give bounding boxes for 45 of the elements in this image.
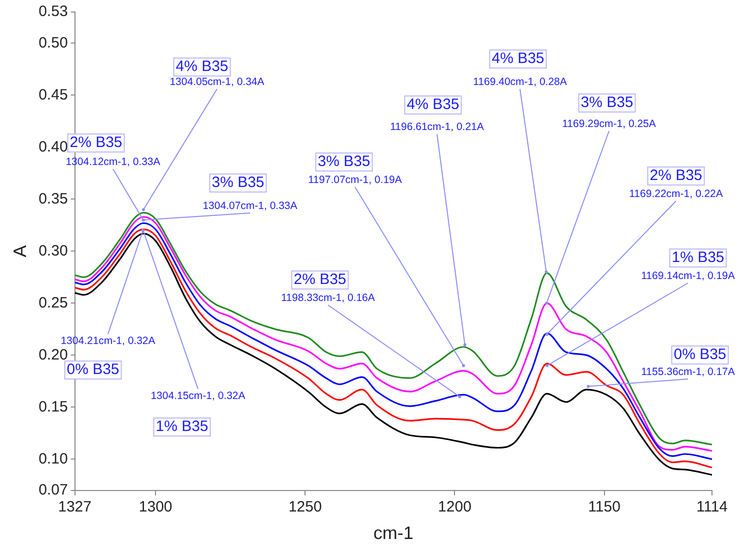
y-tick-label: 0.45 <box>38 86 68 104</box>
y-tick-label: 0.15 <box>38 398 68 416</box>
x-tick-label: 1327 <box>58 498 92 516</box>
y-tick-label: 0.20 <box>38 346 68 364</box>
x-tick-label: 1150 <box>588 498 620 516</box>
annotation: 3% B35 <box>318 153 370 170</box>
y-tick-label: 0.53 <box>38 3 68 20</box>
annotation: 1304.07cm-1, 0.33A <box>202 200 298 212</box>
annotation: 2% B35 <box>70 134 122 152</box>
annotation: 0% B35 <box>674 346 726 364</box>
annotation: 4% B35 <box>176 58 228 76</box>
annotation: 1155.36cm-1, 0.17A <box>641 366 735 378</box>
annotation: 1304.15cm-1, 0.32A <box>150 390 246 402</box>
annotation: 1304.21cm-1, 0.32A <box>60 334 156 347</box>
annotation: 1304.12cm-1, 0.33A <box>66 156 160 168</box>
annotation: 3% B35 <box>580 94 634 112</box>
annotation: 4% B35 <box>492 50 544 68</box>
y-tick-label: 0.30 <box>38 242 68 260</box>
x-tick-label: 1200 <box>438 498 472 516</box>
y-tick-label: 0.35 <box>38 190 68 208</box>
x-tick-label: 1300 <box>138 498 172 516</box>
annotation: 2% B35 <box>650 167 702 184</box>
annotation: 1169.22cm-1, 0.22A <box>629 188 723 200</box>
annotation: 3% B35 <box>212 174 264 192</box>
y-tick-label: 0.40 <box>38 138 68 156</box>
annotation: 1% B35 <box>672 249 724 266</box>
x-tick-label: 1250 <box>288 498 322 516</box>
annotation: 1196.61cm-1, 0.21A <box>390 120 484 133</box>
y-axis-title: A <box>10 245 30 258</box>
annotation: 1169.40cm-1, 0.28A <box>473 76 567 88</box>
annotation: 1304.05cm-1, 0.34A <box>170 76 264 88</box>
annotation: 2% B35 <box>294 271 346 288</box>
y-tick-label: 0.25 <box>38 294 68 312</box>
annotation: 1169.14cm-1, 0.19A <box>641 270 735 282</box>
y-tick-label: 0.10 <box>38 450 68 468</box>
annotation: 1197.07cm-1, 0.19A <box>308 174 402 186</box>
annotation: 1169.29cm-1, 0.25A <box>562 118 656 130</box>
annotation: 1% B35 <box>156 418 208 436</box>
y-tick-label: 0.50 <box>38 34 68 52</box>
annotation: 1198.33cm-1, 0.16A <box>281 292 375 304</box>
annotation: 0% B35 <box>66 361 120 378</box>
x-tick-label: 1114 <box>696 498 728 516</box>
annotation: 4% B35 <box>406 96 460 114</box>
x-axis-title: cm-1 <box>373 523 414 544</box>
y-tick-label: 0.07 <box>38 482 68 499</box>
